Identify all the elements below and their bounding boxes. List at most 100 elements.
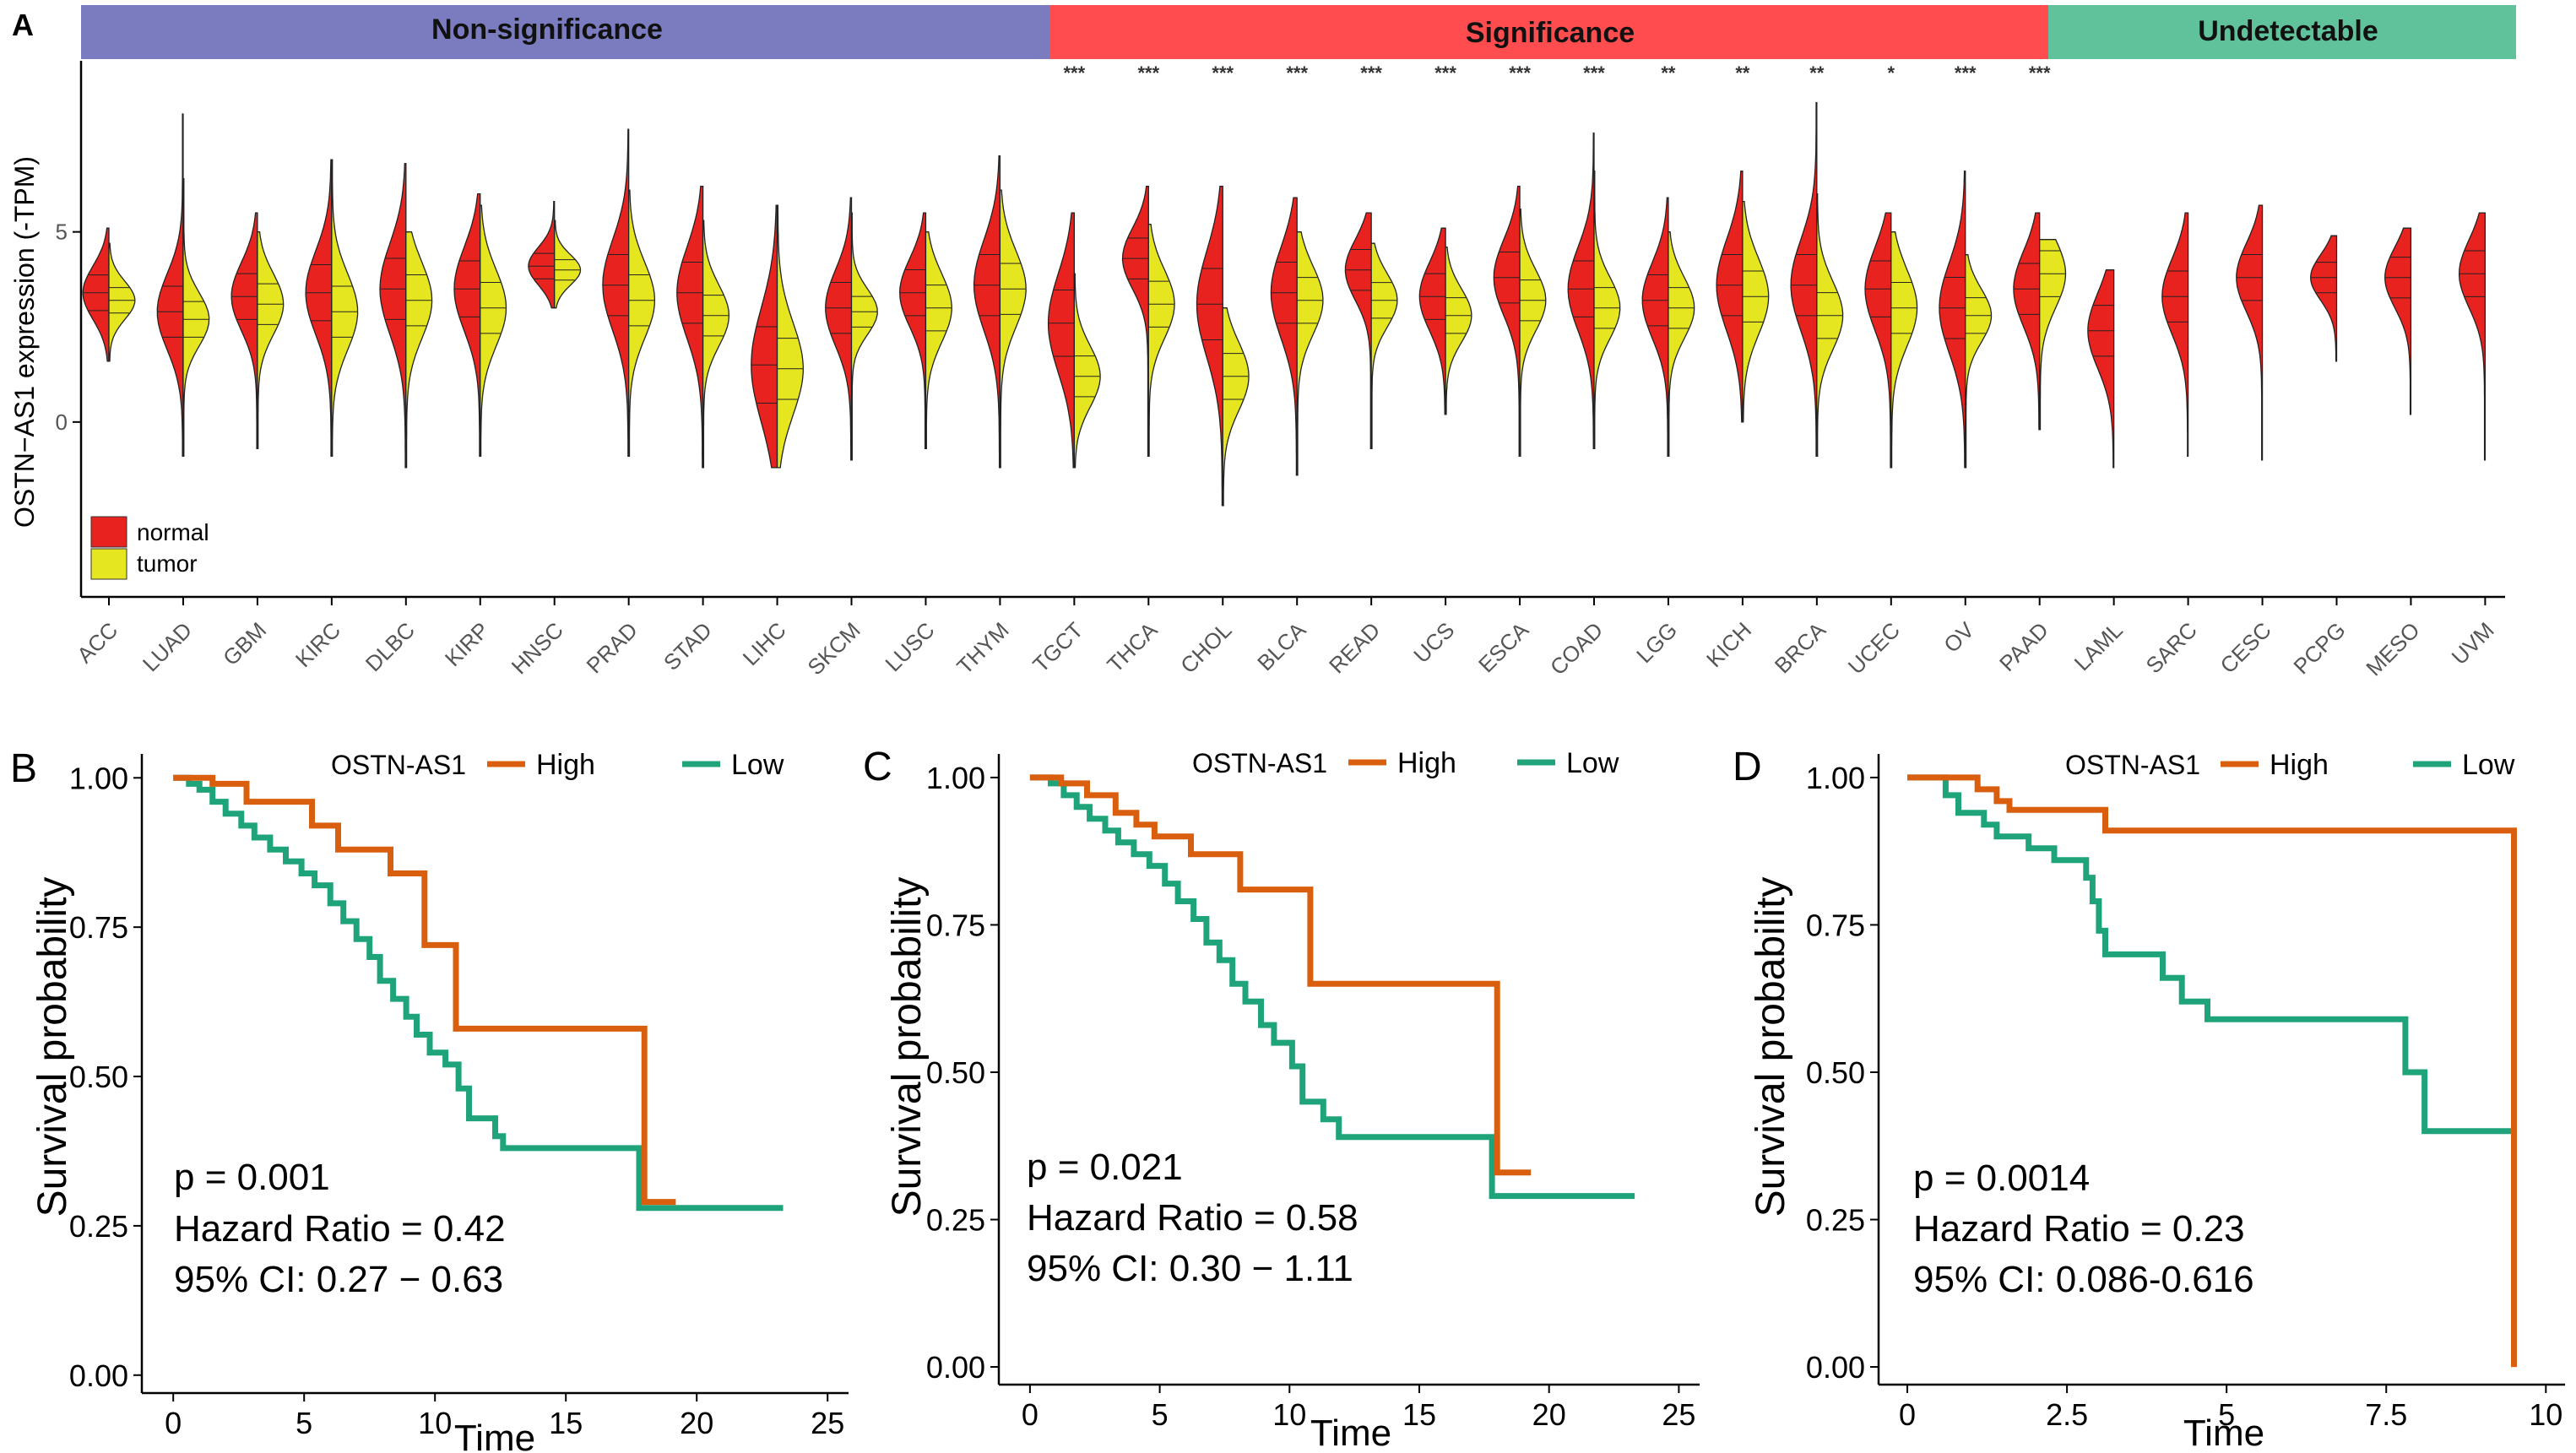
x-tick-label-b-4: 20 — [680, 1406, 713, 1440]
violin-tumor-kirc — [331, 159, 359, 458]
legend-label-low-d: Low — [2462, 749, 2515, 781]
x-tick-label-a-27: LAML — [2069, 617, 2128, 675]
violin-normal-skcm — [825, 197, 853, 461]
km-curve-low-b — [173, 774, 784, 1212]
x-tick-label-a-19: ESCA — [1473, 617, 1534, 678]
significance-mark-kich: ** — [1735, 62, 1750, 84]
violin-tumor-lgg — [1668, 231, 1695, 458]
violin-tumor-read — [1370, 242, 1398, 450]
band-label-undetectable: Undetectable — [2198, 15, 2378, 47]
violin-normal-pcpg — [2310, 235, 2338, 362]
y-tick-label-c-4: 1.00 — [926, 761, 985, 795]
violin-tumor-acc — [108, 242, 136, 362]
panel-label-b: B — [10, 746, 37, 791]
x-tick-label-a-30: PCPG — [2288, 617, 2350, 679]
violin-normal-lusc — [899, 212, 927, 450]
violin-normal-tgct — [1047, 212, 1075, 469]
violin-normal-ucec — [1864, 212, 1892, 469]
violin-tumor-ucs — [1445, 247, 1472, 415]
legend-label-low-b: Low — [731, 749, 784, 781]
x-tick-label-a-1: LUAD — [138, 617, 197, 676]
band-label-non-significance: Non-significance — [431, 14, 663, 46]
violin-normal-sarc — [2161, 212, 2189, 458]
survival-panel-c: C Survival probability Time OSTN-AS1 Hig… — [863, 745, 1700, 1453]
significance-mark-esca: *** — [1509, 62, 1531, 84]
x-tick-label-a-4: DLBC — [361, 617, 420, 676]
x-tick-label-c-5: 25 — [1662, 1397, 1695, 1432]
x-axis-label-b: Time — [454, 1418, 535, 1453]
x-tick-label-d-0: 0 — [1899, 1397, 1916, 1432]
x-tick-label-a-11: LUSC — [880, 617, 939, 676]
y-tick-label-a-0: 0 — [56, 409, 68, 435]
band-significance — [1049, 5, 2048, 59]
violin-tumor-hnsc — [554, 220, 582, 309]
x-tick-label-b-5: 25 — [811, 1406, 844, 1440]
violin-tumor-brca — [1816, 192, 1844, 458]
violin-normal-lgg — [1641, 197, 1669, 458]
x-tick-label-a-9: LIHC — [738, 617, 791, 670]
violin-normal-lihc — [751, 204, 778, 469]
violin-tumor-ov — [1965, 254, 1993, 469]
x-tick-label-c-1: 5 — [1152, 1397, 1169, 1432]
x-tick-label-a-10: SKCM — [802, 617, 865, 680]
legend-swatch-normal — [90, 516, 127, 548]
violin-normal-blca — [1270, 197, 1298, 476]
violin-marks — [82, 101, 2487, 507]
x-tick-label-a-5: KIRP — [440, 617, 494, 671]
y-tick-label-b-4: 1.00 — [69, 761, 128, 795]
y-tick-label-d-1: 0.25 — [1806, 1203, 1865, 1238]
x-tick-label-a-18: UCS — [1408, 617, 1459, 668]
violin-normal-esca — [1493, 185, 1521, 458]
x-tick-label-a-2: GBM — [218, 617, 271, 670]
x-tick-label-a-13: TGCT — [1028, 617, 1087, 677]
violin-normal-stad — [676, 185, 704, 469]
x-tick-label-b-1: 5 — [296, 1406, 312, 1440]
x-tick-label-d-4: 10 — [2529, 1397, 2562, 1432]
violin-tumor-gbm — [257, 231, 285, 450]
y-axis-label-b: Survival probability — [30, 877, 75, 1217]
violin-normal-prad — [602, 128, 630, 458]
x-tick-label-a-28: SARC — [2141, 617, 2202, 678]
x-tick-label-a-20: COAD — [1545, 617, 1608, 680]
violin-normal-ov — [1939, 170, 1966, 469]
stat-hr-b: Hazard Ratio = 0.42 — [174, 1208, 506, 1250]
band-non-significance — [81, 5, 1049, 59]
x-tick-label-a-25: OV — [1939, 617, 1979, 658]
legend-label-tumor: tumor — [137, 550, 198, 577]
stat-ci-d: 95% CI: 0.086-0.616 — [1913, 1259, 2254, 1300]
violin-normal-paad — [2013, 212, 2041, 431]
legend-a: normal tumor — [90, 516, 209, 580]
stat-ci-b: 95% CI: 0.27 − 0.63 — [174, 1259, 503, 1300]
plot-area-d: 0.00 0.25 0.50 0.75 1.00 0 2.5 5 7.5 10 — [1806, 754, 2565, 1432]
violin-tumor-coad — [1593, 170, 1621, 450]
violin-normal-chol — [1196, 185, 1223, 507]
stat-p-b: p = 0.001 — [174, 1157, 330, 1198]
violin-panel: A Non-significance Significance Undetect… — [9, 5, 2516, 680]
violin-tumor-kirp — [480, 204, 507, 458]
y-tick-label-c-0: 0.00 — [926, 1350, 985, 1385]
y-tick-label-d-3: 0.75 — [1806, 908, 1865, 942]
x-tick-label-a-23: BRCA — [1770, 617, 1831, 679]
violin-normal-laml — [2087, 269, 2115, 469]
y-tick-label-c-1: 0.25 — [926, 1203, 985, 1238]
x-tick-label-a-32: UVM — [2447, 617, 2499, 670]
violin-normal-ucs — [1418, 227, 1446, 415]
violin-normal-kich — [1716, 170, 1744, 423]
panel-label-d: D — [1733, 745, 1762, 789]
legend-title-c: OSTN-AS1 — [1192, 748, 1327, 778]
violin-tumor-chol — [1222, 307, 1250, 507]
survival-panel-d: D Survival probability Time OSTN-AS1 Hig… — [1733, 745, 2565, 1453]
legend-label-high-b: High — [536, 749, 595, 781]
violin-tumor-paad — [2039, 239, 2067, 431]
legend-label-low-c: Low — [1566, 747, 1619, 779]
legend-label-high-d: High — [2270, 749, 2329, 781]
legend-title-b: OSTN-AS1 — [331, 750, 466, 780]
y-ticks-a: 05 — [56, 220, 81, 435]
x-tick-label-c-0: 0 — [1022, 1397, 1039, 1432]
km-curve-high-b — [173, 774, 676, 1206]
legend-label-high-c: High — [1397, 747, 1456, 779]
violin-normal-kirp — [453, 192, 481, 458]
violin-normal-gbm — [230, 212, 258, 450]
stat-p-d: p = 0.0014 — [1913, 1158, 2090, 1199]
